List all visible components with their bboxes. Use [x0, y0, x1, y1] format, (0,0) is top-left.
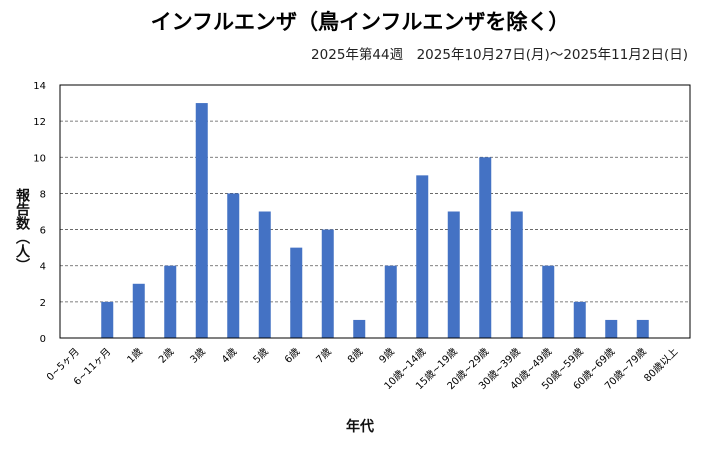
x-axis-label: 年代	[346, 419, 374, 435]
y-tick-label: 8	[40, 189, 46, 200]
bar	[132, 283, 145, 338]
bar	[605, 319, 618, 338]
x-tick-label: 7歳	[314, 346, 334, 366]
bar	[384, 265, 397, 338]
y-tick-label: 10	[33, 153, 46, 164]
x-tick-label: 3歳	[188, 346, 208, 366]
bar	[636, 319, 649, 338]
bar	[542, 265, 555, 338]
x-tick-label: 5歳	[251, 346, 271, 366]
bar	[227, 193, 240, 338]
bar	[479, 157, 492, 338]
bar	[510, 211, 523, 338]
y-tick-label: 6	[40, 226, 46, 237]
x-tick-label: 4歳	[219, 346, 239, 366]
x-tick-label: 2歳	[156, 346, 176, 366]
bar	[290, 247, 303, 338]
x-tick-label: 9歳	[377, 346, 397, 366]
chart-title: インフルエンザ（鳥インフルエンザを除く）	[150, 10, 570, 34]
y-tick-label: 12	[33, 117, 46, 128]
y-axis-label: 報告数（人）	[14, 188, 30, 272]
bar	[195, 103, 208, 338]
plot-area-border	[59, 84, 691, 339]
bar	[258, 211, 271, 338]
bar	[447, 211, 460, 338]
y-tick-label: 4	[40, 262, 46, 273]
bar	[416, 175, 429, 338]
bar	[164, 265, 177, 338]
x-tick-label: 6歳	[282, 346, 302, 366]
bar	[573, 301, 586, 338]
x-tick-label: 8歳	[345, 346, 365, 366]
x-tick-label: 80歳以上	[642, 346, 681, 385]
x-tick-label: 1歳	[125, 346, 145, 366]
bar	[321, 229, 334, 338]
bar	[101, 301, 114, 338]
y-tick-label: 0	[40, 334, 46, 345]
chart-subtitle: 2025年第44週 2025年10月27日(月)～2025年11月2日(日)	[311, 47, 688, 63]
bar	[353, 319, 366, 338]
y-tick-label: 14	[33, 81, 46, 92]
y-tick-label: 2	[40, 298, 46, 309]
